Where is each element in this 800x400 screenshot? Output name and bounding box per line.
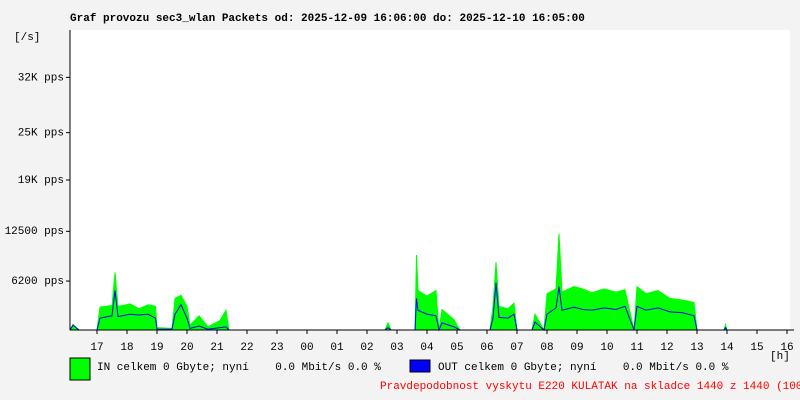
x-tick-label: 20 (180, 342, 193, 354)
footer: Pravdepodobnost vyskytu E220 KULATAK na … (380, 381, 800, 393)
x-tick-label: 17 (90, 342, 103, 354)
in-area (69, 233, 790, 332)
x-tick-label: 03 (390, 342, 403, 354)
y-tick-label: 6200 pps (11, 276, 64, 288)
legend-label: IN celkem 0 Gbyte; nyní 0.0 Mbit/s 0.0 % (97, 362, 381, 374)
plot-area (70, 30, 790, 330)
x-tick-label: 07 (510, 342, 523, 354)
x-tick-label: 04 (420, 342, 434, 354)
y-tick-label: 12500 pps (5, 226, 64, 238)
legend-swatch (409, 359, 431, 373)
y-tick-label: 32K pps (18, 72, 64, 84)
x-tick-label: 10 (600, 342, 613, 354)
x-tick-label: 19 (150, 342, 163, 354)
x-tick-label: 21 (210, 342, 224, 354)
legend-swatch (69, 357, 91, 381)
x-tick-label: 16 (780, 342, 793, 354)
x-tick-label: 13 (690, 342, 703, 354)
out-line (69, 282, 790, 332)
y-tick-label: 19K pps (18, 175, 64, 187)
x-tick-label: 12 (660, 342, 673, 354)
x-tick-label: 08 (540, 342, 553, 354)
x-tick-label: 01 (330, 342, 344, 354)
x-tick-label: 06 (480, 342, 493, 354)
x-tick-label: 09 (570, 342, 583, 354)
x-unit: [h] (770, 351, 790, 363)
x-tick-label: 11 (630, 342, 644, 354)
x-tick-label: 14 (720, 342, 734, 354)
chart-title: Graf provozu sec3_wlan Packets od: 2025-… (70, 13, 585, 25)
y-tick-label: 25K pps (18, 128, 64, 140)
legend-label: OUT celkem 0 Gbyte; nyní 0.0 Mbit/s 0.0 … (438, 362, 729, 374)
x-tick-label: 23 (270, 342, 283, 354)
x-tick-label: 15 (750, 342, 763, 354)
x-tick-label: 18 (120, 342, 133, 354)
x-tick-label: 00 (300, 342, 313, 354)
y-unit: [/s] (14, 32, 40, 44)
x-tick-label: 05 (450, 342, 463, 354)
x-tick-label: 02 (360, 342, 373, 354)
x-tick-label: 22 (240, 342, 253, 354)
